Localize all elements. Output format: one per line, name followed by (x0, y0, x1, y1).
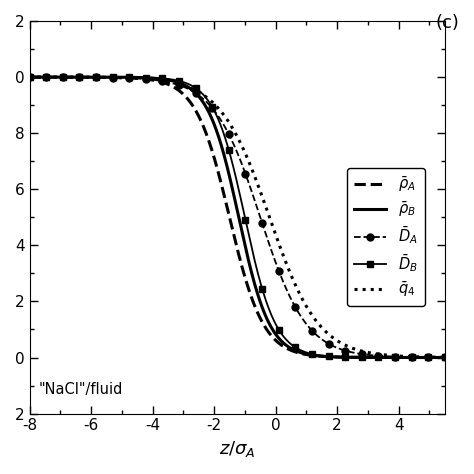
Text: "NaCl"/fluid: "NaCl"/fluid (39, 382, 123, 397)
Text: (c): (c) (436, 14, 460, 32)
Legend: $\bar{\rho}_A$, $\bar{\rho}_B$, $\bar{D}_A$, $\bar{D}_B$, $\bar{q}_4$: $\bar{\rho}_A$, $\bar{\rho}_B$, $\bar{D}… (347, 168, 425, 306)
X-axis label: $z/\sigma_A$: $z/\sigma_A$ (219, 439, 255, 459)
